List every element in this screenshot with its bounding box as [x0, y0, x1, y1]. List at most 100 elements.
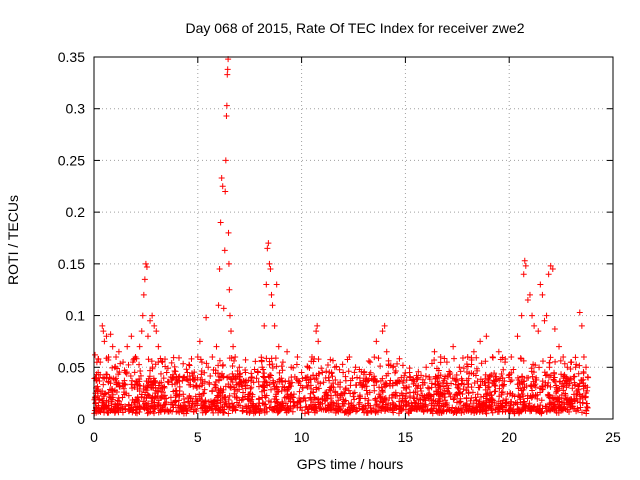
data-point [339, 361, 346, 368]
y-tick-label: 0.05 [58, 359, 85, 375]
data-point [429, 410, 436, 417]
data-point [245, 391, 252, 398]
data-point [298, 369, 305, 376]
data-point [535, 328, 542, 335]
data-point [493, 402, 500, 409]
data-point [365, 377, 372, 384]
data-point [144, 333, 151, 340]
data-point [266, 372, 273, 379]
data-point [472, 394, 479, 401]
data-point [431, 348, 438, 355]
data-point [545, 379, 552, 386]
data-point [471, 407, 478, 414]
data-point [546, 400, 553, 407]
data-point [248, 374, 255, 381]
data-point [571, 395, 578, 402]
data-point [319, 369, 326, 376]
data-point [128, 333, 135, 340]
data-point [528, 383, 535, 390]
data-point [556, 343, 563, 350]
data-point [418, 388, 425, 395]
data-point [173, 392, 180, 399]
data-point [441, 394, 448, 401]
data-point [284, 388, 291, 395]
data-point [263, 281, 270, 288]
data-point [351, 389, 358, 396]
data-point [113, 379, 120, 386]
data-point [182, 403, 189, 410]
data-point [296, 388, 303, 395]
data-point [377, 393, 384, 400]
data-point [284, 348, 291, 355]
data-point [332, 388, 339, 395]
data-point [142, 389, 149, 396]
data-point [527, 405, 534, 412]
data-point [148, 403, 155, 410]
data-point [260, 400, 267, 407]
data-point [399, 392, 406, 399]
data-point [347, 407, 354, 414]
data-point [325, 374, 332, 381]
data-point [463, 387, 470, 394]
data-point [441, 387, 448, 394]
data-point [188, 355, 195, 362]
data-point [456, 364, 463, 371]
data-point [354, 374, 361, 381]
data-point [276, 378, 283, 385]
data-point [572, 354, 579, 361]
data-point [567, 366, 574, 373]
data-point [398, 405, 405, 412]
data-point [145, 356, 152, 363]
data-point [245, 377, 252, 384]
data-point [431, 402, 438, 409]
data-point [371, 376, 378, 383]
data-point [251, 366, 258, 373]
data-point [539, 291, 546, 298]
data-point [438, 391, 445, 398]
data-point [473, 354, 480, 361]
data-point [497, 375, 504, 382]
data-point [223, 102, 230, 109]
data-point [325, 402, 332, 409]
data-point [541, 369, 548, 376]
data-point [447, 393, 454, 400]
data-point [422, 373, 429, 380]
data-point [103, 371, 110, 378]
data-point [319, 400, 326, 407]
data-point [371, 354, 378, 361]
data-point [315, 338, 322, 345]
data-point [414, 374, 421, 381]
data-point [380, 397, 387, 404]
data-point [119, 394, 126, 401]
data-point [517, 396, 524, 403]
data-point [149, 312, 156, 319]
data-point [224, 374, 231, 381]
data-point [468, 409, 475, 416]
data-point [367, 359, 374, 366]
data-point [503, 396, 510, 403]
data-point [265, 240, 272, 247]
x-tick-label: 0 [90, 429, 98, 445]
data-point [584, 403, 591, 410]
data-point [243, 403, 250, 410]
data-point [220, 305, 227, 312]
data-point [571, 373, 578, 380]
data-point [496, 393, 503, 400]
data-point [217, 387, 224, 394]
data-point [328, 407, 335, 414]
data-point [541, 317, 548, 324]
data-point [463, 395, 470, 402]
data-point [142, 260, 149, 267]
data-point [269, 302, 276, 309]
data-point [529, 312, 536, 319]
data-point [231, 390, 238, 397]
data-point [446, 368, 453, 375]
data-point [192, 382, 199, 389]
data-point [192, 393, 199, 400]
data-point [97, 390, 104, 397]
data-point [252, 358, 259, 365]
data-point [468, 384, 475, 391]
data-point [269, 361, 276, 368]
data-point [350, 393, 357, 400]
data-point [498, 371, 505, 378]
